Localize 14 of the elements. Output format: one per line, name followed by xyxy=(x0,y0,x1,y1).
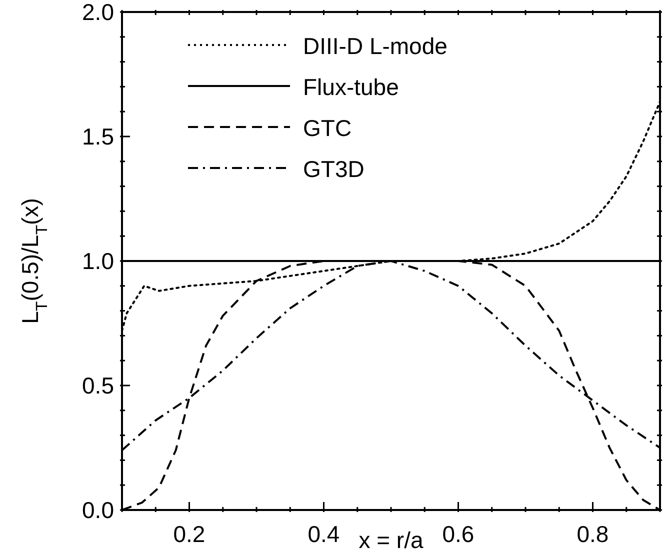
legend-label: GT3D xyxy=(303,156,364,182)
x-tick-label: 0.6 xyxy=(442,521,474,547)
x-tick-label: 0.8 xyxy=(576,521,609,547)
legend-label: GTC xyxy=(303,115,352,141)
y-tick-label: 1.5 xyxy=(82,124,114,150)
y-tick-label: 1.0 xyxy=(82,248,114,274)
legend-label: DIII-D L-mode xyxy=(303,33,448,59)
x-axis-title: x = r/a xyxy=(358,527,424,553)
x-tick-label: 0.4 xyxy=(308,521,340,547)
y-tick-label: 0.5 xyxy=(82,372,114,398)
y-tick-label: 0.0 xyxy=(82,497,114,523)
y-tick-label: 2.0 xyxy=(82,0,114,25)
legend-label: Flux-tube xyxy=(303,74,399,100)
x-tick-label: 0.2 xyxy=(173,521,206,547)
